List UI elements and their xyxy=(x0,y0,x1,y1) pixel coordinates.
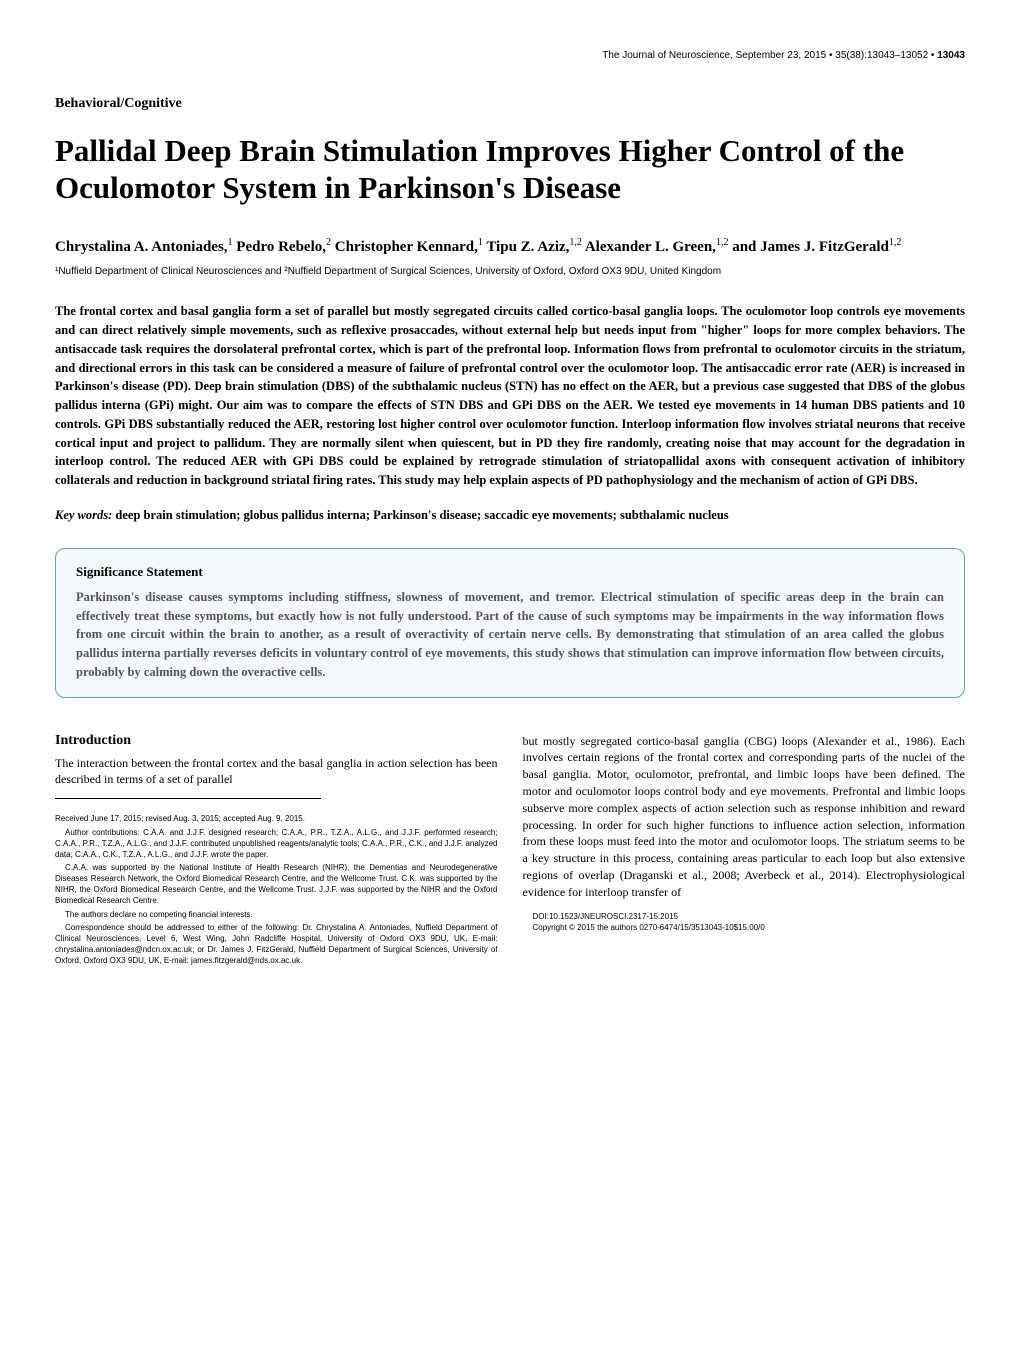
footnote-conflicts: The authors declare no competing financi… xyxy=(55,910,498,921)
significance-text: Parkinson's disease causes symptoms incl… xyxy=(76,588,944,682)
running-header: The Journal of Neuroscience, September 2… xyxy=(55,50,965,61)
introduction-para-right: but mostly segregated cortico-basal gang… xyxy=(523,733,966,901)
footnotes-block: Received June 17, 2015; revised Aug. 3, … xyxy=(55,814,498,966)
doi-copyright-block: DOI:10.1523/JNEUROSCI.2317-15.2015 Copyr… xyxy=(523,911,966,933)
introduction-heading: Introduction xyxy=(55,733,498,749)
introduction-para-left: The interaction between the frontal cort… xyxy=(55,755,498,789)
significance-title: Significance Statement xyxy=(76,564,944,580)
article-category: Behavioral/Cognitive xyxy=(55,96,965,112)
author-list: Chrystalina A. Antoniades,1 Pedro Rebelo… xyxy=(55,236,965,258)
two-column-layout: Introduction The interaction between the… xyxy=(55,733,965,970)
keywords-label: Key words: xyxy=(55,508,112,522)
footnote-received: Received June 17, 2015; revised Aug. 3, … xyxy=(55,814,498,825)
article-title: Pallidal Deep Brain Stimulation Improves… xyxy=(55,132,965,206)
keywords: Key words: deep brain stimulation; globu… xyxy=(55,508,965,523)
right-column: but mostly segregated cortico-basal gang… xyxy=(523,733,966,970)
left-column: Introduction The interaction between the… xyxy=(55,733,498,970)
footnote-separator xyxy=(55,798,321,799)
footnote-correspondence: Correspondence should be addressed to ei… xyxy=(55,923,498,966)
significance-box: Significance Statement Parkinson's disea… xyxy=(55,548,965,698)
affiliations: ¹Nuffield Department of Clinical Neurosc… xyxy=(55,266,965,277)
footnote-funding: C.A.A. was supported by the National Ins… xyxy=(55,863,498,906)
abstract-text: The frontal cortex and basal ganglia for… xyxy=(55,302,965,490)
journal-citation: The Journal of Neuroscience, September 2… xyxy=(602,50,937,61)
page-number: 13043 xyxy=(937,50,965,61)
footnote-contributions: Author contributions: C.A.A. and J.J.F. … xyxy=(55,828,498,860)
doi-line: DOI:10.1523/JNEUROSCI.2317-15.2015 xyxy=(523,911,966,922)
copyright-line: Copyright © 2015 the authors 0270-6474/1… xyxy=(523,922,966,933)
keywords-text: deep brain stimulation; globus pallidus … xyxy=(112,508,728,522)
